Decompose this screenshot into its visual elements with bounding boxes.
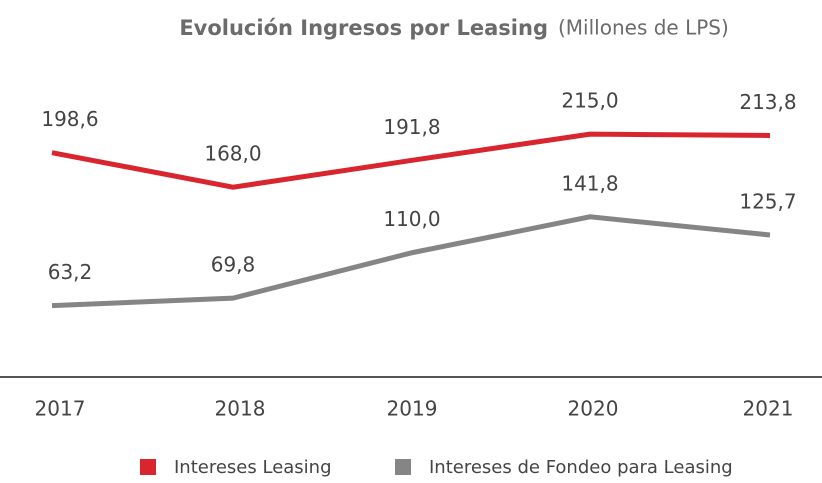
data-label: 168,0: [204, 142, 261, 166]
x-tick-label: 2019: [387, 397, 438, 421]
data-label: 198,6: [41, 107, 98, 131]
data-label: 125,7: [739, 190, 796, 214]
chart-title: Evolución Ingresos por Leasing: [179, 16, 548, 40]
x-tick-label: 2021: [743, 397, 794, 421]
data-label: 215,0: [561, 89, 618, 113]
legend-swatch: [395, 459, 411, 475]
data-label: 69,8: [211, 253, 256, 277]
data-label: 141,8: [561, 171, 618, 195]
x-tick-label: 2017: [35, 397, 86, 421]
legend-label: Intereses de Fondeo para Leasing: [429, 457, 733, 478]
data-label: 63,2: [48, 260, 93, 284]
x-tick-label: 2018: [215, 397, 266, 421]
x-tick-label: 2020: [568, 397, 619, 421]
line: [51, 131, 771, 190]
data-label: 213,8: [739, 90, 796, 114]
legend-label: Intereses Leasing: [174, 457, 332, 478]
data-label: 110,0: [383, 207, 440, 231]
chart-subtitle: (Millones de LPS): [558, 16, 729, 40]
data-label: 191,8: [383, 115, 440, 139]
legend-swatch: [140, 459, 156, 475]
line: [51, 214, 771, 309]
